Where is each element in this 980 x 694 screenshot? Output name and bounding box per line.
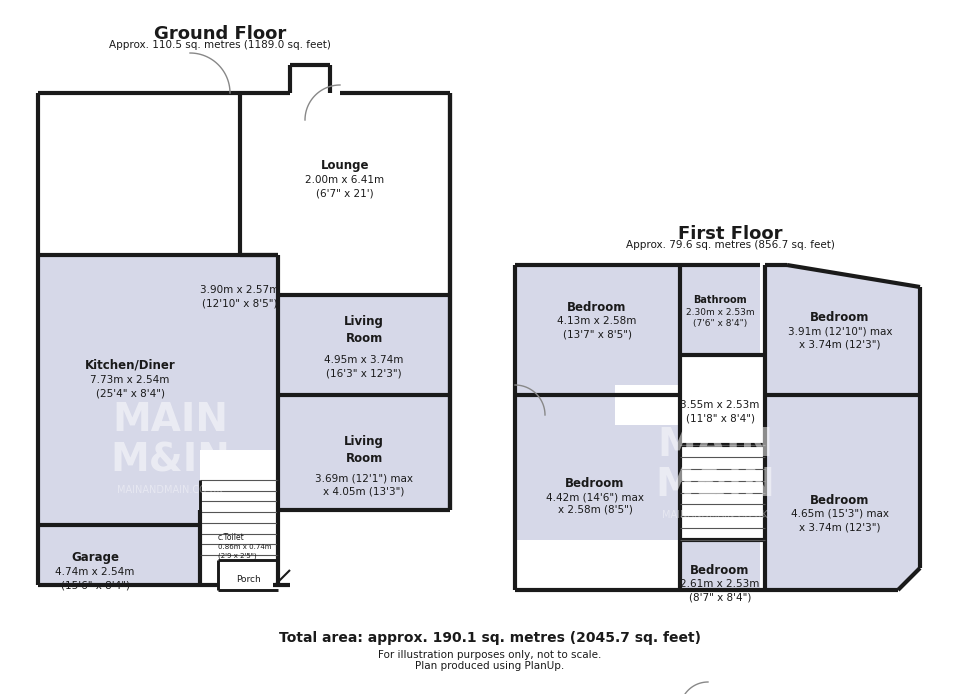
Bar	[515, 385, 680, 540]
Text: x 3.74m (12'3"): x 3.74m (12'3")	[800, 522, 881, 532]
Bar	[278, 295, 450, 395]
Text: c.Toilet: c.Toilet	[218, 532, 245, 541]
Text: Plan produced using PlanUp.: Plan produced using PlanUp.	[416, 661, 564, 671]
Text: 2.61m x 2.53m: 2.61m x 2.53m	[680, 579, 760, 589]
Text: Lounge: Lounge	[320, 158, 369, 171]
Text: Bedroom: Bedroom	[690, 564, 750, 577]
Text: (7'6" x 8'4"): (7'6" x 8'4")	[693, 319, 747, 328]
Text: Bathroom: Bathroom	[693, 295, 747, 305]
Bar	[38, 525, 200, 585]
Bar	[680, 540, 760, 590]
Text: Porch: Porch	[235, 575, 261, 584]
Text: 0.86m x 0.74m: 0.86m x 0.74m	[218, 544, 271, 550]
Bar	[218, 560, 273, 590]
Text: Bedroom: Bedroom	[810, 310, 869, 323]
Text: Approx. 110.5 sq. metres (1189.0 sq. feet): Approx. 110.5 sq. metres (1189.0 sq. fee…	[109, 40, 331, 50]
Bar	[38, 255, 280, 525]
Text: 2.30m x 2.53m: 2.30m x 2.53m	[686, 307, 755, 316]
Bar	[680, 355, 760, 445]
Text: 4.13m x 2.58m: 4.13m x 2.58m	[558, 316, 637, 326]
Bar	[680, 445, 760, 540]
Text: 4.65m (15'3") max: 4.65m (15'3") max	[791, 509, 889, 519]
Text: Bedroom: Bedroom	[565, 477, 624, 489]
Text: Bedroom: Bedroom	[567, 301, 626, 314]
Text: (15'6" x 8'4"): (15'6" x 8'4")	[61, 580, 129, 590]
Text: Total area: approx. 190.1 sq. metres (2045.7 sq. feet): Total area: approx. 190.1 sq. metres (20…	[279, 631, 701, 645]
Polygon shape	[765, 265, 920, 395]
Text: (8'7" x 8'4"): (8'7" x 8'4")	[689, 592, 752, 602]
Text: (11'8" x 8'4"): (11'8" x 8'4")	[685, 413, 755, 423]
Text: Living
Room: Living Room	[344, 315, 384, 345]
Text: Bedroom: Bedroom	[810, 493, 869, 507]
Text: 3.69m (12'1") max: 3.69m (12'1") max	[315, 473, 413, 483]
Text: x 3.74m (12'3"): x 3.74m (12'3")	[800, 339, 881, 349]
Text: Living
Room: Living Room	[344, 435, 384, 465]
Bar	[38, 93, 168, 255]
Text: (25'4" x 8'4"): (25'4" x 8'4")	[95, 388, 165, 398]
Text: (2'9 x 2'5"): (2'9 x 2'5")	[218, 552, 257, 559]
Text: (12'10" x 8'5"): (12'10" x 8'5")	[202, 298, 277, 308]
Bar	[515, 265, 680, 385]
Text: 7.73m x 2.54m: 7.73m x 2.54m	[90, 375, 170, 385]
Text: Garage: Garage	[71, 552, 119, 564]
Text: x 4.05m (13'3"): x 4.05m (13'3")	[323, 486, 405, 496]
Bar	[200, 450, 278, 585]
Text: MAINANDMAIN.CO.UK: MAINANDMAIN.CO.UK	[662, 510, 768, 520]
Text: (13'7" x 8'5"): (13'7" x 8'5")	[563, 329, 631, 339]
Text: 3.91m (12'10") max: 3.91m (12'10") max	[788, 326, 892, 336]
Bar	[278, 395, 450, 510]
Polygon shape	[765, 395, 920, 590]
Text: 4.74m x 2.54m: 4.74m x 2.54m	[55, 567, 134, 577]
Text: 3.55m x 2.53m: 3.55m x 2.53m	[680, 400, 760, 410]
Bar	[615, 385, 680, 425]
Text: x 2.58m (8'5"): x 2.58m (8'5")	[558, 505, 632, 515]
Bar	[200, 525, 278, 585]
Text: Ground Floor: Ground Floor	[154, 25, 286, 43]
Text: For illustration purposes only, not to scale.: For illustration purposes only, not to s…	[378, 650, 602, 660]
Text: MAIN
M&IN: MAIN M&IN	[655, 425, 775, 505]
Text: 4.95m x 3.74m: 4.95m x 3.74m	[324, 355, 404, 365]
Text: Approx. 79.6 sq. metres (856.7 sq. feet): Approx. 79.6 sq. metres (856.7 sq. feet)	[625, 240, 834, 250]
Text: (6'7" x 21'): (6'7" x 21')	[317, 188, 373, 198]
Bar	[680, 265, 760, 355]
Text: First Floor: First Floor	[678, 225, 782, 243]
Text: 3.90m x 2.57m: 3.90m x 2.57m	[200, 285, 279, 295]
Text: MAINANDMAIN.CO.UK: MAINANDMAIN.CO.UK	[117, 485, 222, 495]
Text: 2.00m x 6.41m: 2.00m x 6.41m	[306, 175, 384, 185]
Text: Kitchen/Diner: Kitchen/Diner	[84, 359, 175, 371]
Bar	[240, 93, 450, 298]
Text: 4.42m (14'6") max: 4.42m (14'6") max	[546, 492, 644, 502]
Text: (16'3" x 12'3"): (16'3" x 12'3")	[326, 368, 402, 378]
Text: MAIN
M&IN: MAIN M&IN	[110, 400, 230, 480]
